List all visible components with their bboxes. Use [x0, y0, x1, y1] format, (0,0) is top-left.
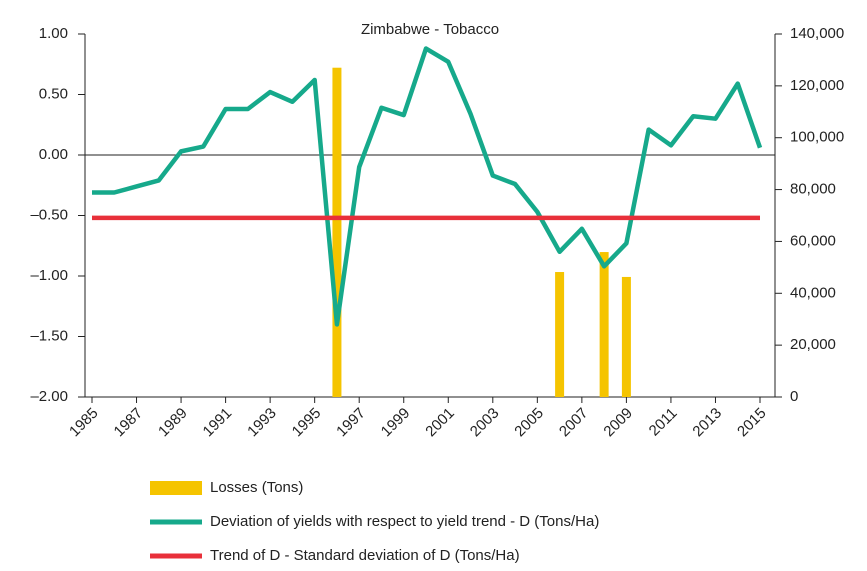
x-tick-label: 1993: [244, 405, 280, 441]
legend-label: Deviation of yields with respect to yiel…: [210, 513, 599, 530]
x-tick-label: 1989: [155, 405, 191, 441]
bar: [621, 276, 631, 397]
x-tick-label: 1995: [289, 405, 325, 441]
x-tick-label: 1997: [333, 405, 369, 441]
y2-tick-label: 60,000: [790, 232, 836, 249]
legend-swatch: [150, 481, 202, 495]
y2-tick-label: 40,000: [790, 284, 836, 301]
x-tick-label: 2007: [556, 405, 592, 441]
x-tick-label: 2011: [646, 405, 681, 440]
bar: [332, 67, 342, 397]
x-tick-label: 1991: [200, 405, 236, 441]
y2-tick-label: 0: [790, 388, 798, 405]
legend-label: Trend of D - Standard deviation of D (To…: [210, 547, 520, 564]
x-tick-label: 2013: [689, 405, 725, 441]
y2-tick-label: 100,000: [790, 129, 844, 146]
y2-tick-label: 140,000: [790, 25, 844, 42]
y-tick-label: 0.00: [39, 146, 68, 163]
x-tick-label: 1985: [66, 405, 102, 441]
line: [92, 46, 763, 327]
y-tick-label: –1.50: [30, 327, 68, 344]
y-tick-label: 0.50: [39, 85, 68, 102]
bar: [599, 252, 609, 397]
y2-tick-label: 120,000: [790, 77, 844, 94]
y2-tick-label: 20,000: [790, 336, 836, 353]
x-tick-label: 2015: [734, 405, 770, 441]
y-tick-label: –2.00: [30, 388, 68, 405]
x-tick-label: 2009: [600, 405, 636, 441]
x-tick-label: 2001: [422, 405, 458, 441]
legend-label: Losses (Tons): [210, 479, 303, 496]
x-tick-label: 2005: [511, 405, 547, 441]
x-tick-label: 1999: [378, 405, 414, 441]
y2-tick-label: 80,000: [790, 181, 836, 198]
y-tick-label: –1.00: [30, 267, 68, 284]
bar: [555, 272, 565, 397]
y-tick-label: 1.00: [39, 25, 68, 42]
chart-title: Zimbabwe - Tobacco: [361, 21, 499, 38]
y-tick-label: –0.50: [30, 206, 68, 223]
x-tick-label: 1987: [111, 405, 147, 441]
x-tick-label: 2003: [467, 405, 503, 441]
